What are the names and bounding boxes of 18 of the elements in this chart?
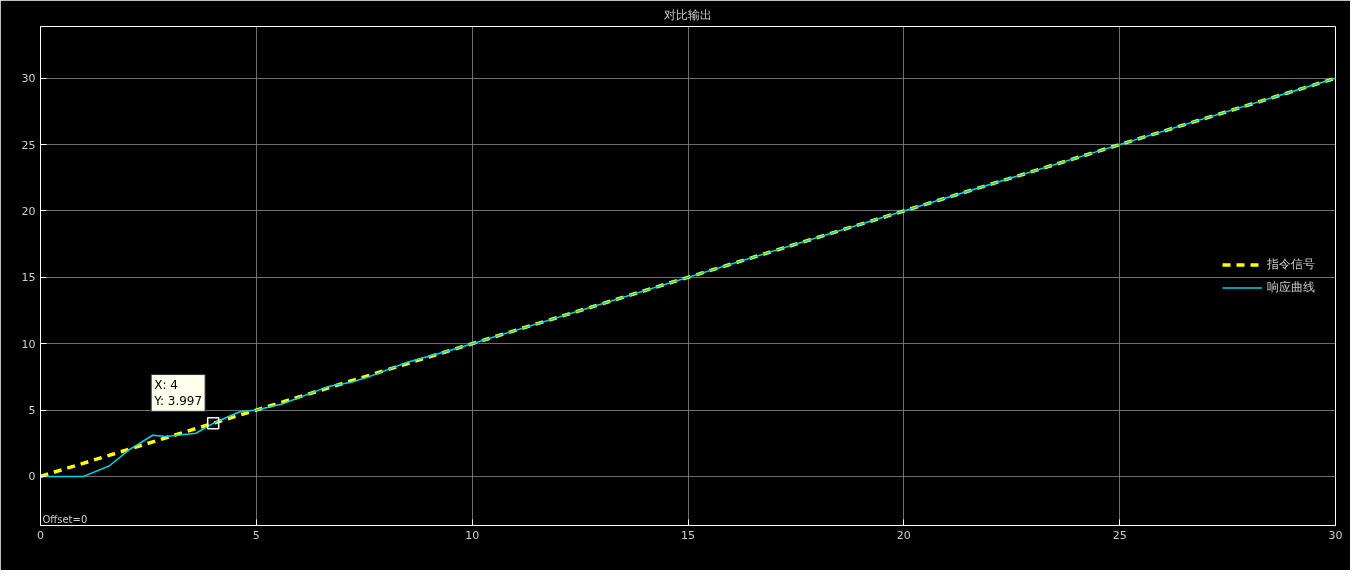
legend-label: 响应曲线 [1267,278,1315,296]
x-tick-label: 20 [896,528,911,542]
legend-label: 指令信号 [1267,255,1315,273]
chart-title: 对比输出 [664,7,712,22]
y-tick-label: 5 [28,404,36,418]
x-tick-label: 30 [1328,528,1343,542]
y-tick-label: 25 [21,138,36,152]
annotation: Offset=0 [42,513,88,525]
y-tick-label: 30 [21,72,36,86]
x-tick-label: 15 [681,528,695,542]
annotation: X: 4 Y: 3.997 [153,377,203,409]
x-tick-label: 10 [465,528,480,542]
y-tick-label: 20 [21,204,36,218]
x-tick-label: 5 [252,528,260,542]
x-tick-label: 25 [1112,528,1127,542]
y-tick-label: 0 [28,470,36,484]
y-tick-label: 15 [21,271,36,285]
y-tick-label: 10 [21,337,36,351]
